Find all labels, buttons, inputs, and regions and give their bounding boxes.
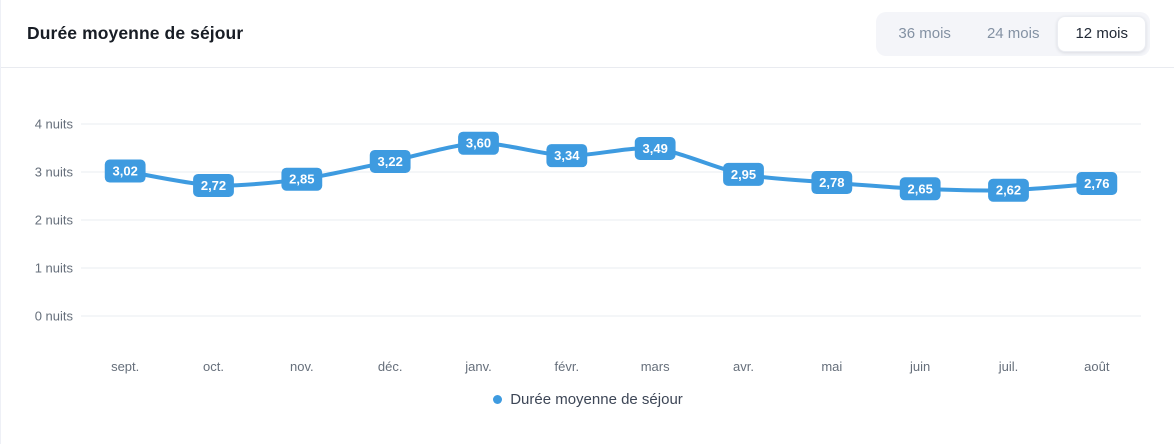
chart-area: 0 nuits 1 nuits 2 nuits 3 nuits 4 nuits sept.…	[1, 68, 1174, 408]
y-tick-label: 4 nuits	[35, 117, 74, 132]
point-badge	[281, 167, 323, 191]
point-value: 3,49	[643, 141, 668, 156]
point-badge	[104, 159, 146, 183]
legend-label: Durée moyenne de séjour	[510, 391, 683, 408]
point-value: 2,62	[996, 183, 1021, 198]
point-value: 2,65	[908, 181, 933, 196]
point-badge	[193, 173, 234, 197]
x-tick-label: avr.	[733, 359, 754, 374]
page-title: Durée moyenne de séjour	[27, 23, 244, 43]
x-tick-label: oct.	[203, 359, 224, 374]
period-segmented-control: 36 mois 24 mois 12 mois	[876, 11, 1150, 56]
x-tick-label: sept.	[111, 359, 139, 374]
chart-legend: Durée moyenne de séjour	[1, 391, 1174, 408]
x-tick-label: mai	[821, 359, 842, 374]
point-value: 2,78	[819, 175, 844, 190]
y-tick-label: 1 nuits	[35, 261, 74, 276]
point-value: 3,22	[378, 154, 403, 169]
point-badge	[899, 177, 941, 201]
y-tick-label: 2 nuits	[35, 213, 74, 228]
point-badge	[1076, 172, 1118, 196]
x-tick-label: juin	[909, 359, 930, 374]
period-button-12-months[interactable]: 12 mois	[1057, 15, 1146, 52]
point-badge	[634, 136, 676, 160]
x-tick-label: févr.	[555, 359, 580, 374]
y-tick-label: 3 nuits	[35, 165, 74, 180]
point-value: 2,85	[289, 172, 314, 187]
line-chart: 0 nuits 1 nuits 2 nuits 3 nuits 4 nuits sept.…	[35, 117, 1141, 374]
point-badge	[723, 162, 764, 186]
x-tick-label: juil.	[998, 359, 1019, 374]
x-tick-label: nov.	[290, 359, 314, 374]
x-tick-label: déc.	[378, 359, 403, 374]
x-tick-label: août	[1084, 359, 1110, 374]
point-value: 3,02	[113, 164, 138, 179]
point-value: 2,72	[201, 178, 226, 193]
point-value: 3,60	[466, 136, 491, 151]
point-badge	[458, 131, 499, 155]
y-tick-label: 0 nuits	[35, 309, 74, 324]
legend-dot-icon	[493, 395, 503, 404]
point-badge	[546, 144, 588, 168]
period-button-24-months[interactable]: 24 mois	[969, 16, 1058, 52]
data-line	[123, 141, 1099, 193]
point-value: 2,95	[731, 167, 756, 182]
x-tick-label: mars	[641, 359, 670, 374]
period-button-36-months[interactable]: 36 mois	[880, 16, 969, 52]
x-tick-label: janv.	[464, 359, 492, 374]
point-badge	[988, 178, 1029, 202]
point-value: 3,34	[554, 148, 580, 163]
point-badge	[811, 171, 853, 195]
point-value: 2,76	[1084, 176, 1109, 191]
card-header: Durée moyenne de séjour 36 mois 24 mois …	[1, 0, 1174, 68]
point-badge	[369, 149, 411, 173]
